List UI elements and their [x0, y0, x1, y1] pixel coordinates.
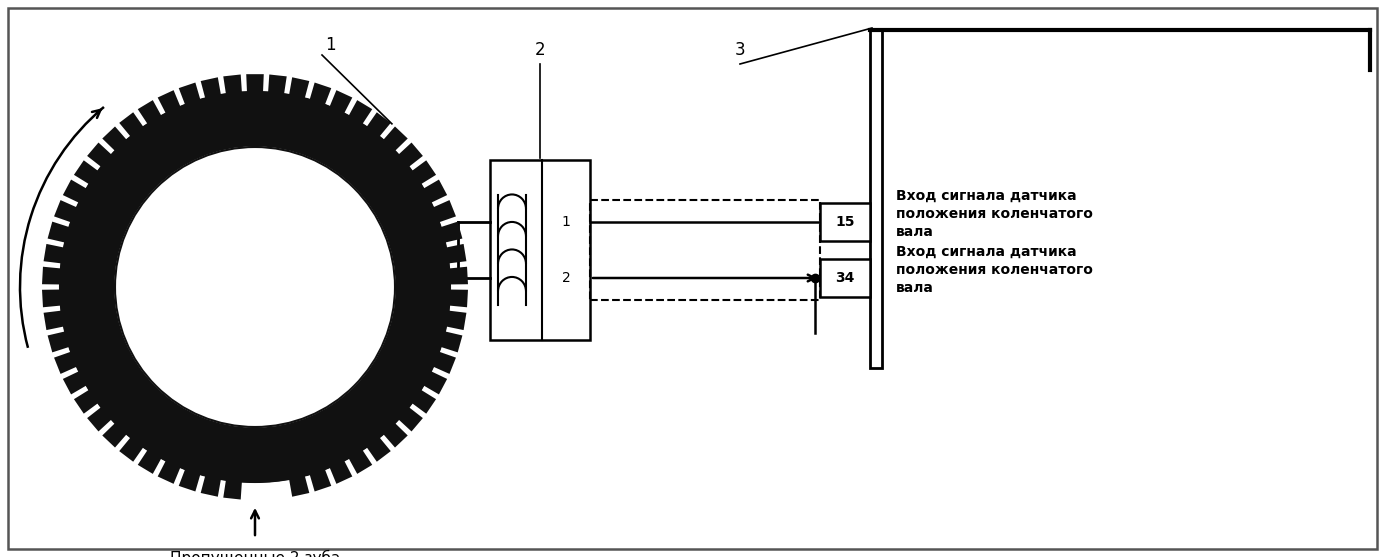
- Polygon shape: [269, 75, 287, 94]
- Polygon shape: [411, 160, 436, 184]
- Polygon shape: [289, 476, 309, 497]
- Polygon shape: [223, 480, 242, 500]
- Polygon shape: [119, 437, 144, 462]
- Polygon shape: [384, 126, 407, 151]
- Polygon shape: [73, 160, 98, 184]
- Polygon shape: [42, 267, 61, 285]
- Polygon shape: [440, 222, 463, 243]
- Circle shape: [115, 147, 395, 427]
- Bar: [820, 259, 870, 297]
- Polygon shape: [349, 450, 373, 474]
- Polygon shape: [137, 450, 162, 474]
- Polygon shape: [201, 476, 222, 497]
- Polygon shape: [446, 311, 467, 330]
- Polygon shape: [446, 244, 467, 263]
- Polygon shape: [158, 461, 180, 484]
- Polygon shape: [179, 469, 201, 491]
- Text: 1: 1: [324, 36, 335, 54]
- Polygon shape: [310, 469, 331, 491]
- Text: 34: 34: [835, 271, 855, 285]
- Polygon shape: [137, 100, 162, 124]
- Text: Пропущенные 2 зуба: Пропущенные 2 зуба: [170, 550, 341, 557]
- Polygon shape: [399, 143, 422, 167]
- Polygon shape: [43, 244, 64, 263]
- Polygon shape: [449, 267, 468, 285]
- Polygon shape: [367, 437, 391, 462]
- Polygon shape: [349, 100, 373, 124]
- Polygon shape: [43, 311, 64, 330]
- Polygon shape: [424, 371, 447, 394]
- Polygon shape: [289, 77, 309, 99]
- Text: 3: 3: [734, 41, 745, 59]
- Text: 1: 1: [561, 215, 571, 229]
- Polygon shape: [87, 407, 112, 432]
- Polygon shape: [434, 351, 456, 374]
- Polygon shape: [399, 407, 422, 432]
- Polygon shape: [310, 82, 331, 105]
- Polygon shape: [73, 390, 98, 414]
- Polygon shape: [54, 351, 78, 374]
- Polygon shape: [411, 390, 436, 414]
- Polygon shape: [434, 200, 456, 222]
- Polygon shape: [424, 179, 447, 203]
- Bar: [820, 203, 870, 241]
- Circle shape: [60, 92, 450, 482]
- Polygon shape: [158, 90, 180, 114]
- Polygon shape: [119, 113, 144, 137]
- Text: 15: 15: [835, 215, 855, 229]
- Polygon shape: [440, 331, 463, 353]
- Text: Вход сигнала датчика
положения коленчатого
вала: Вход сигнала датчика положения коленчато…: [896, 189, 1093, 240]
- Polygon shape: [54, 200, 78, 222]
- Polygon shape: [87, 143, 112, 167]
- Polygon shape: [223, 75, 242, 94]
- Text: Вход сигнала датчика
положения коленчатого
вала: Вход сигнала датчика положения коленчато…: [896, 245, 1093, 295]
- Polygon shape: [330, 90, 352, 114]
- Polygon shape: [42, 290, 61, 307]
- Polygon shape: [330, 461, 352, 484]
- Polygon shape: [102, 126, 127, 151]
- Polygon shape: [384, 423, 407, 447]
- Bar: [490, 160, 590, 340]
- Bar: [590, 200, 820, 300]
- Polygon shape: [201, 77, 222, 99]
- Text: 2: 2: [535, 41, 546, 59]
- Polygon shape: [62, 179, 87, 203]
- Polygon shape: [47, 331, 69, 353]
- Polygon shape: [47, 222, 69, 243]
- Polygon shape: [247, 74, 263, 92]
- Polygon shape: [449, 290, 468, 307]
- Polygon shape: [102, 423, 127, 447]
- Polygon shape: [179, 82, 201, 105]
- Polygon shape: [367, 113, 391, 137]
- Text: 2: 2: [562, 271, 571, 285]
- Bar: [870, 30, 882, 368]
- Polygon shape: [62, 371, 87, 394]
